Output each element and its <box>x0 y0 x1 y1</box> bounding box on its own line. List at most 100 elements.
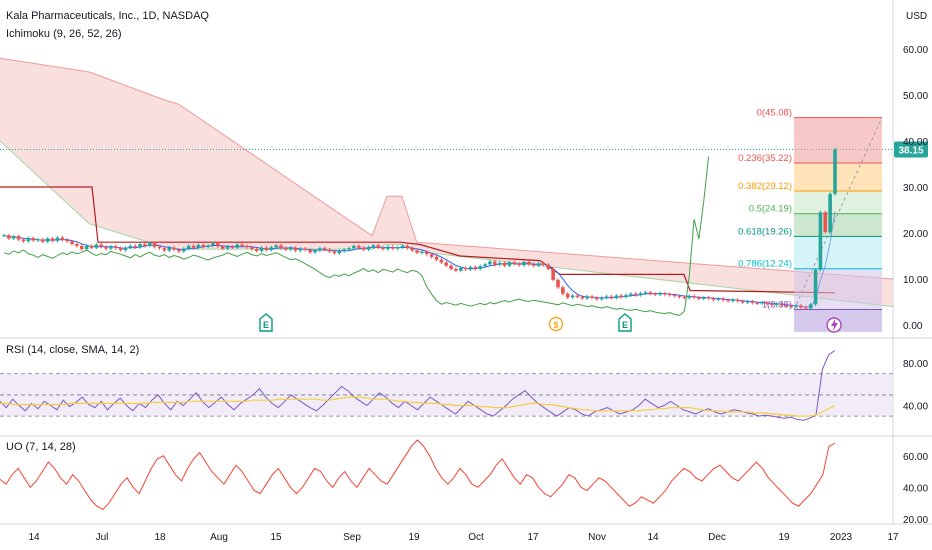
candle-body <box>113 246 118 249</box>
candle-body <box>240 244 244 246</box>
event-markers[interactable]: E $ E <box>259 313 842 333</box>
fibonacci-retracement[interactable]: 0(45.08) 0.236(35.22) 0.382(29.12) 0.5(24.1… <box>738 108 883 332</box>
candle-body <box>565 293 570 298</box>
candle-body <box>789 306 794 308</box>
last-price-label: 38.15 <box>898 146 923 157</box>
fib-zone <box>794 191 882 214</box>
candle-body <box>439 259 444 263</box>
lightning-icon <box>831 319 838 331</box>
rsi-label: RSI (14, close, SMA, 14, 2) <box>6 344 139 356</box>
candle-body <box>337 250 342 254</box>
candle-body <box>118 248 123 251</box>
candle-body <box>774 303 779 305</box>
candle-body <box>254 249 259 251</box>
candle-body <box>284 248 288 250</box>
candle-body <box>755 302 760 304</box>
fib-zone <box>794 162 882 192</box>
candle-body <box>99 244 103 247</box>
candle-body <box>488 261 492 265</box>
time-tick-label: 17 <box>527 532 539 543</box>
candle-body <box>230 246 235 248</box>
time-tick-label: 15 <box>270 532 282 543</box>
candle-body <box>201 244 206 247</box>
candle-body <box>721 298 726 301</box>
event-marker-label: $ <box>553 320 558 330</box>
candle-body <box>415 250 419 253</box>
candle-body <box>167 247 172 251</box>
candle-body <box>590 296 594 298</box>
price-candles[interactable]: 38.15 <box>2 141 928 311</box>
time-tick-label: 19 <box>408 532 420 543</box>
candle-body <box>269 247 274 251</box>
candle-body <box>624 295 628 297</box>
candle-body <box>804 307 808 309</box>
candle-body <box>580 296 585 299</box>
price-tick-label: 20.00 <box>903 229 928 240</box>
candle-body <box>250 247 254 250</box>
candle-body <box>638 293 643 296</box>
candle-body <box>429 254 434 257</box>
candle-body <box>609 296 614 298</box>
candle-body <box>614 295 619 298</box>
candle-body <box>16 236 21 240</box>
candle-body <box>473 267 478 269</box>
lagging-span <box>3 156 710 316</box>
candle-body <box>293 247 298 251</box>
candle-body <box>643 292 648 294</box>
candle-body <box>750 301 755 303</box>
candle-body <box>687 296 692 298</box>
candle-body <box>551 268 555 280</box>
candle-body <box>298 248 303 251</box>
candle-body <box>376 245 380 248</box>
candle-body <box>21 239 26 242</box>
candle-body <box>454 268 458 271</box>
candle-body <box>531 264 536 266</box>
time-tick-label: Dec <box>708 532 726 543</box>
axes: 0.00 10.00 20.00 30.00 40.00 50.00 60.00 14 Jul 1… <box>28 45 928 543</box>
fib-level-label: 0.786(12.24) <box>738 259 792 270</box>
time-tick-label: 18 <box>154 532 166 543</box>
candle-body <box>599 297 604 300</box>
candle-body <box>55 237 60 241</box>
candle-body <box>182 248 186 252</box>
candle-body <box>711 298 716 300</box>
rsi-tick-label: 80.00 <box>903 359 928 370</box>
currency-label: USD <box>906 11 927 22</box>
candle-body <box>70 241 74 245</box>
candle-body <box>808 304 813 309</box>
leading-span-b <box>0 57 894 280</box>
earnings-marker <box>259 313 273 332</box>
candle-body <box>633 293 638 296</box>
candle-body <box>342 249 346 251</box>
candle-body <box>833 149 837 194</box>
candle-body <box>89 245 94 248</box>
fib-level-label: 0.236(35.22) <box>738 153 792 164</box>
time-tick-label: Aug <box>210 532 228 543</box>
candle-body <box>288 247 293 250</box>
candle-body <box>468 267 473 270</box>
candle-body <box>220 246 225 249</box>
candle-body <box>561 287 565 294</box>
candle-body <box>546 264 551 269</box>
candle-body <box>245 245 249 248</box>
candle-body <box>405 245 410 249</box>
candle-body <box>259 247 264 251</box>
candle-body <box>663 293 667 295</box>
uo-label: UO (7, 14, 28) <box>6 441 76 453</box>
time-tick-label: Sep <box>343 532 361 543</box>
candle-body <box>517 263 521 266</box>
time-tick-label: 17 <box>887 532 899 543</box>
candle-body <box>784 305 789 307</box>
candle-body <box>410 248 415 251</box>
grid <box>0 0 932 525</box>
last-price-badge <box>894 141 928 158</box>
candle-body <box>191 245 196 248</box>
candle-body <box>522 261 526 266</box>
candle-body <box>770 303 774 305</box>
uo-tick-label: 60.00 <box>903 452 928 463</box>
conversion-line <box>3 211 836 308</box>
candle-body <box>381 247 385 250</box>
price-tick-label: 40.00 <box>903 137 928 148</box>
candle-body <box>7 235 11 239</box>
